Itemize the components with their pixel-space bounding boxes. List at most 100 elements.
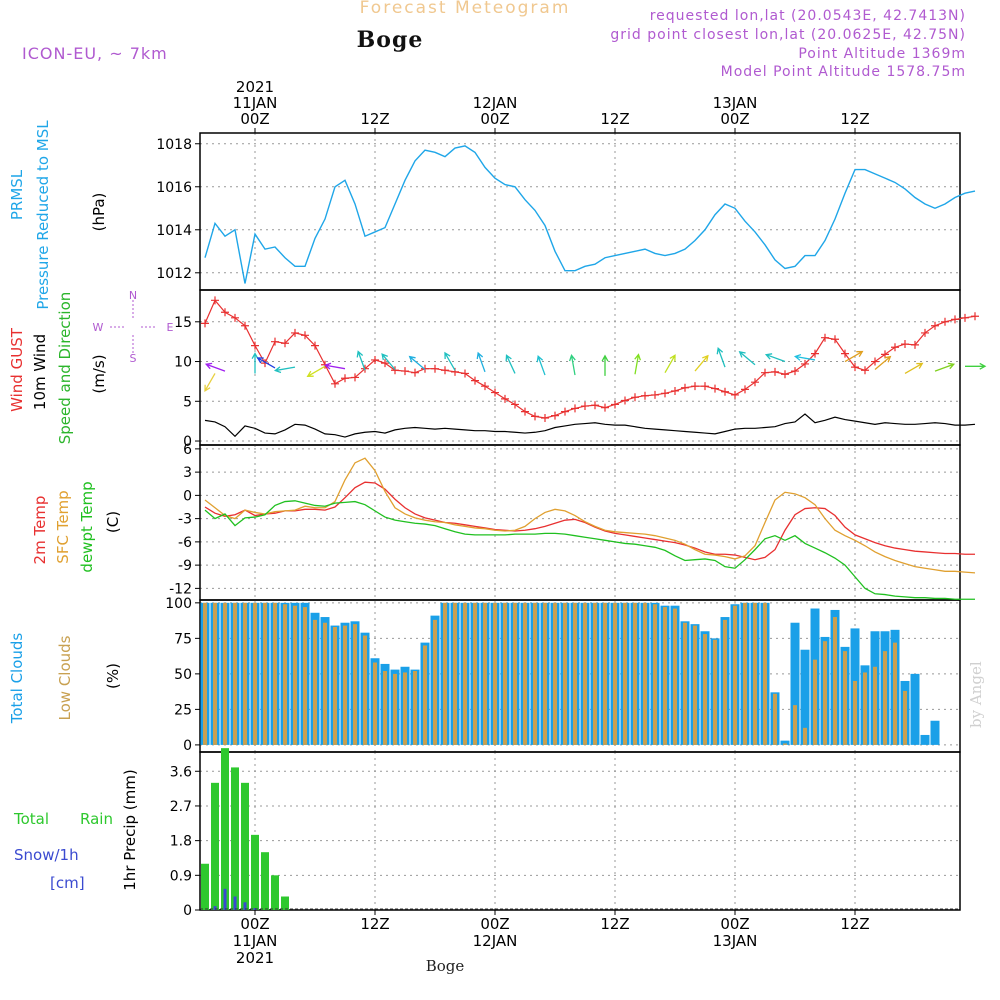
cloud-low-bar [373,662,377,745]
gust-point [701,382,709,391]
cloud-low-bar [223,602,227,745]
cloud-low-bar [773,693,777,745]
gust-point [561,407,569,416]
gust-point [551,411,559,420]
cloud-total-bar [780,740,790,745]
gust-point [671,386,679,395]
ytick-label: 75 [174,631,192,647]
bottom-time-label: 11JAN [233,932,278,950]
compass-icon [110,300,156,355]
cloud-low-bar [313,619,317,745]
pressure-label-msl: Pressure Reduced to MSL [34,120,52,310]
cloud-low-bar [203,602,207,745]
top-time-label: 11JAN [233,94,278,112]
temp-label-dewpt: dewpt Temp [78,481,96,572]
cloud-low-bar [423,645,427,745]
gust-point [291,328,299,337]
cloud-low-bar [293,605,297,745]
wind-direction-arrow [323,362,346,370]
gust-point [371,355,379,364]
wind-direction-arrow [356,350,366,371]
cloud-low-bar [733,605,737,745]
location-title: Boge [356,27,424,53]
cloud-low-bar [763,602,767,745]
temp-label-2m: 2m Temp [31,496,49,565]
cloud-low-bar [813,659,817,745]
compass-lines [110,300,156,355]
gust-point [631,393,639,402]
gust-point [301,331,309,340]
gust-point [201,319,209,328]
cloud-low-bar [233,602,237,745]
cloud-low-bar [553,602,557,745]
wind-direction-arrow [256,357,276,369]
rain-bar [201,863,209,910]
ytick-label: 0 [183,488,192,504]
ytick-label: -6 [178,535,192,551]
gust-point [911,340,919,349]
cloud-low-bar [323,622,327,745]
cloud-low-bar [873,666,877,745]
panel-wind [195,289,961,446]
cloud-low-bar [713,639,717,745]
gust-point [251,341,259,350]
rain-bar [211,782,219,910]
ytick-label: 0 [183,434,192,450]
wind-direction-arrow [568,354,576,376]
gust-point [281,339,289,348]
cloud-low-bar [833,617,837,745]
cloud-low-bar [483,602,487,745]
cloud-low-bar [653,604,657,745]
rain-bar [281,896,289,910]
cloud-low-bar [743,602,747,745]
cloud-low-bar [513,602,517,745]
pressure-label-unit: (hPa) [90,193,108,232]
cloud-low-bar [253,602,257,745]
model-altitude: Model Point Altitude 1578.75m [720,64,966,80]
gust-point [651,390,659,399]
cloud-low-bar [893,642,897,745]
rain-bar [261,852,269,910]
gust-point [401,367,409,376]
gust-point [501,394,509,403]
bottom-time-label: 12Z [360,915,389,933]
wind-direction-arrow [934,362,956,372]
requested-coords: requested lon,lat (20.0543E, 42.7413N) [649,8,966,24]
gust-point [721,387,729,396]
ytick-label: 0 [183,738,192,754]
gust-point [241,321,249,330]
gust-point [921,328,929,337]
gust-point [691,382,699,391]
panel-pressure [195,132,961,291]
pressure-label-prmsl: PRMSL [8,169,26,220]
cloud-low-bar [333,626,337,745]
precip-label-total: Total [13,810,49,828]
top-time-label: 2021 [236,78,274,96]
gust-point [481,382,489,391]
gust-point [351,373,359,382]
gust-point [901,340,909,349]
cloud-low-bar [883,651,887,745]
cloud-low-bar [623,602,627,745]
footer-location: Boge [425,957,465,975]
wind-direction-arrow [381,353,396,370]
cloud-low-bar [703,634,707,745]
compass-e: E [167,321,174,334]
cloud-low-bar [463,602,467,745]
cloud-low-bar [433,619,437,745]
ytick-label: 50 [174,667,192,683]
cloud-low-bar [573,602,577,745]
bottom-time-label: 00Z [240,915,269,933]
wind-direction-arrow [444,351,456,371]
wind-label-gust: Wind GUST [8,327,26,412]
temp2m-line [204,481,975,561]
cloud-low-bar [863,672,867,745]
gust-point [541,413,549,422]
ytick-label: 0 [183,903,192,919]
gust-point [581,402,589,411]
wind-speed-line [204,413,976,438]
snow-bar [213,906,217,910]
cloud-low-bar [783,743,787,745]
gust-point [591,401,599,410]
top-time-label: 12Z [600,110,629,128]
